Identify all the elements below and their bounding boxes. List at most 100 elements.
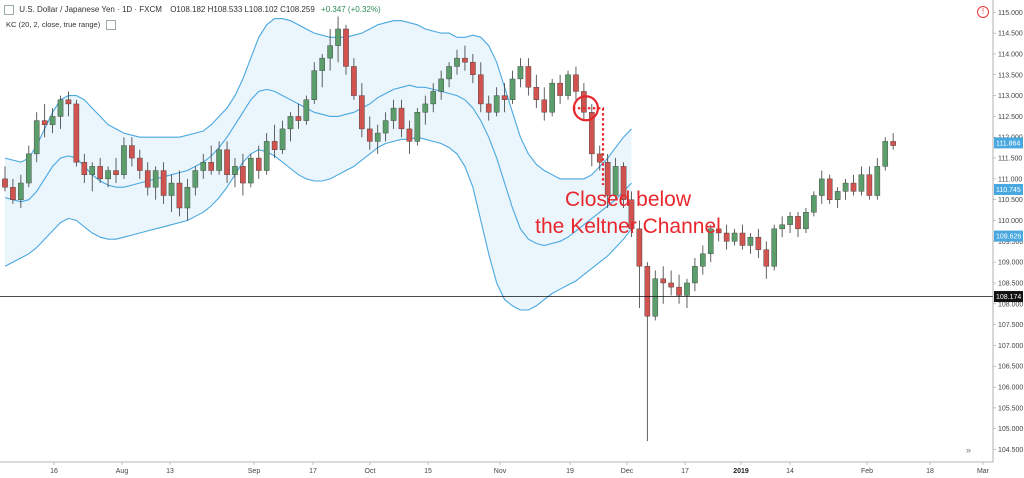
candle	[359, 83, 365, 138]
annotation-line-2: the Keltner Channel	[535, 215, 721, 238]
candle	[676, 274, 682, 304]
candle	[795, 212, 801, 238]
candle	[509, 70, 516, 104]
candle-body	[763, 249, 770, 267]
candle-body	[723, 232, 730, 242]
candle-body	[366, 128, 373, 142]
candle-body	[184, 186, 191, 209]
candle-body	[842, 182, 849, 192]
candle-body	[2, 178, 8, 188]
time-tick-label: 13	[166, 468, 174, 475]
candle-body	[834, 191, 841, 200]
price-tick-label: 110.500	[998, 197, 1023, 204]
candle	[263, 133, 270, 175]
candle	[850, 174, 857, 196]
candle-body	[533, 87, 540, 100]
candle-body	[303, 99, 310, 121]
candle-body	[255, 157, 262, 171]
candle-body	[684, 282, 690, 296]
candle-body	[882, 141, 889, 167]
candle	[382, 112, 389, 142]
candle	[462, 45, 468, 71]
candle	[295, 103, 302, 129]
candle-body	[192, 170, 199, 188]
candle	[811, 191, 817, 217]
candle	[33, 112, 40, 163]
scroll-right-icon[interactable]: »	[966, 445, 972, 455]
price-tick-label: 107.000	[998, 343, 1023, 350]
time-tick-label: Aug	[116, 468, 129, 475]
candle-body	[557, 82, 563, 96]
candle-body	[589, 112, 595, 155]
candle-body	[470, 62, 476, 75]
candle	[866, 166, 873, 200]
candle	[771, 224, 778, 271]
candle-body	[89, 166, 96, 175]
candle-body	[739, 232, 746, 246]
candle	[581, 83, 587, 121]
candle-body	[10, 186, 16, 200]
info-icon[interactable]: !	[977, 6, 989, 18]
price-tick-label: 112.500	[998, 114, 1023, 121]
time-tick-label: Dec	[621, 468, 634, 475]
candle-body	[200, 162, 207, 171]
candle-body	[565, 74, 571, 96]
candle-body	[644, 266, 651, 317]
candle-body	[232, 166, 238, 175]
time-tick-label: Feb	[861, 468, 873, 475]
candle	[715, 220, 722, 242]
candle	[335, 16, 341, 63]
candle-body	[121, 145, 127, 175]
middle-band-price-label-box	[994, 183, 1023, 195]
candle	[49, 108, 56, 134]
price-tick-label: 104.500	[998, 447, 1023, 454]
candle-body	[715, 228, 722, 234]
candle	[644, 262, 651, 442]
candle	[152, 166, 159, 200]
candle-body	[359, 95, 365, 130]
candle-body	[248, 157, 254, 184]
candle	[803, 208, 809, 233]
candle	[271, 124, 278, 159]
candle	[319, 53, 326, 88]
candle	[763, 241, 770, 279]
upper-band-price-label: 111.864	[994, 137, 1023, 149]
candle-body	[890, 141, 896, 146]
candle-body	[374, 132, 381, 142]
last-price-label: 108.174	[994, 291, 1023, 303]
candle	[248, 153, 254, 188]
settings-icon[interactable]	[106, 20, 117, 31]
candle-body	[18, 182, 24, 200]
candle	[707, 224, 714, 263]
time-axis: 16 Aug 13 Sep 17 Oct 15 Nov 19 Dec 17 2019 14 Feb 18 Ma…	[0, 461, 993, 475]
candle-body	[462, 57, 468, 63]
candle-body	[850, 182, 857, 192]
candle	[2, 166, 8, 192]
candle-body	[73, 103, 80, 163]
candle-body	[438, 78, 444, 92]
candle	[723, 224, 730, 250]
indicator-legend[interactable]: KC (20, 2, close, true range)	[6, 20, 119, 31]
upper-band-line	[4, 18, 632, 180]
candle-body	[517, 66, 524, 80]
change-readout: +0.347 (+0.32%)	[321, 5, 381, 15]
price-tick-label: 115.000	[998, 10, 1023, 17]
candle-body	[652, 278, 659, 317]
candle	[668, 270, 674, 296]
candle-body	[382, 120, 389, 134]
candle-body	[636, 228, 643, 267]
candle	[192, 166, 199, 196]
chart-icon[interactable]	[4, 5, 14, 15]
candle	[327, 28, 333, 71]
candle-body	[311, 70, 318, 100]
lower-band-price-label-text: 109.626	[996, 234, 1021, 241]
candle	[446, 62, 452, 88]
candle-body	[81, 162, 88, 175]
candle-body	[287, 116, 294, 130]
candle-body	[422, 103, 429, 113]
candle-body	[208, 162, 214, 171]
upper-band-price-label-text: 111.864	[996, 140, 1020, 147]
candle	[628, 191, 635, 238]
candle	[874, 158, 881, 200]
